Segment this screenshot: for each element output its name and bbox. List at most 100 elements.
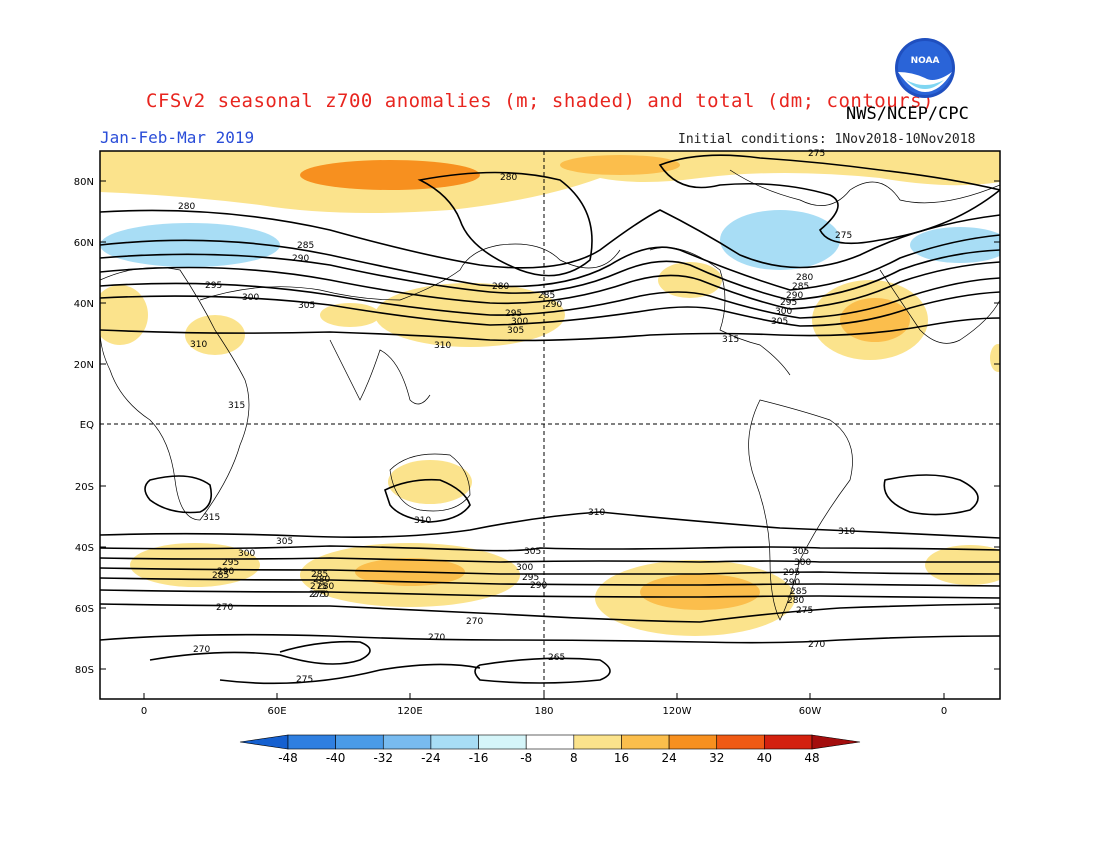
contour-label: 290: [292, 254, 309, 264]
contour-label: 275: [296, 675, 313, 685]
contour-label: 280: [787, 596, 804, 606]
contour-label: 270: [312, 590, 329, 600]
contour-label: 290: [545, 300, 562, 310]
lon-tick-label: 120W: [663, 706, 692, 717]
contour-label: 295: [505, 309, 522, 319]
colorbar-segment: [811, 734, 861, 750]
lat-axis: 80N 60N 40N 20N EQ 20S 40S 60S 80S: [74, 177, 1000, 676]
colorbar-label: 32: [709, 751, 724, 765]
contour-label: 290: [783, 578, 800, 588]
contour-label: 275: [309, 590, 326, 600]
contour-label: 275: [796, 606, 813, 616]
colorbar-segment: [525, 734, 575, 750]
colorbar-segment: [573, 734, 622, 750]
colorbar-label: 8: [570, 751, 578, 765]
contour-label: 305: [298, 301, 315, 311]
colorbar-label: -24: [421, 751, 441, 765]
contour-label: 295: [222, 558, 239, 568]
contour-label: 285: [790, 587, 807, 597]
contour-label: 280: [313, 575, 330, 585]
contour-label: 315: [203, 513, 220, 523]
lat-tick-label: 80N: [74, 177, 94, 188]
noaa-logo-text: NOAA: [911, 56, 940, 66]
initial-conditions: Initial conditions: 1Nov2018-10Nov2018: [678, 132, 976, 147]
contour-label: 270: [428, 633, 445, 643]
contour-label: 280: [178, 202, 195, 212]
contour-label: 285: [311, 570, 328, 580]
contour-label: 300: [775, 307, 792, 317]
contour-label: 290: [786, 291, 803, 301]
anomaly-shading: [100, 151, 1000, 636]
contour-label: 315: [228, 401, 245, 411]
lon-tick-label: 0: [941, 706, 947, 717]
contour-label: 295: [780, 298, 797, 308]
agency-label: NWS/NCEP/CPC: [846, 104, 969, 124]
contour-label: 310: [588, 508, 605, 518]
contour-label: 300: [238, 549, 255, 559]
colorbar: -48 -40 -32 -24 -16 -8 8 16 24 32 40 48: [239, 734, 861, 765]
coastlines: [100, 169, 1000, 621]
contour-label: 285: [538, 291, 555, 301]
contour-label: 305: [276, 537, 293, 547]
colorbar-segment: [335, 734, 384, 750]
lat-tick-label: 60N: [74, 238, 94, 249]
contour-label: 300: [516, 563, 533, 573]
colorbar-segment: [239, 734, 289, 750]
contour-label: 310: [414, 516, 431, 526]
contour-label: 275: [310, 582, 327, 592]
lon-tick-label: 180: [534, 706, 553, 717]
contour-label: 310: [190, 340, 207, 350]
contour-label: 290: [217, 567, 234, 577]
colorbar-label: -40: [326, 751, 346, 765]
chart-title: CFSv2 seasonal z700 anomalies (m; shaded…: [146, 90, 934, 112]
lat-tick-label: 20N: [74, 360, 94, 371]
contour-label: 305: [507, 326, 524, 336]
colorbar-segment: [382, 734, 432, 750]
colorbar-segment: [668, 734, 718, 750]
lat-tick-label: EQ: [80, 420, 94, 431]
colorbar-label: -48: [278, 751, 298, 765]
contour-labels: 275 280 280 275 280 285 290 295 300 305 …: [178, 149, 855, 685]
contour-label: 270: [808, 640, 825, 650]
colorbar-label: 48: [804, 751, 819, 765]
contour-label: 280: [796, 273, 813, 283]
lon-tick-label: 60W: [799, 706, 822, 717]
height-contours: [100, 154, 1000, 685]
colorbar-segment: [716, 734, 765, 750]
contour-label: 280: [500, 173, 517, 183]
contour-label: 275: [808, 149, 825, 159]
map-frame: [99, 150, 1001, 700]
colorbar-label: -16: [469, 751, 489, 765]
colorbar-label: -8: [520, 751, 532, 765]
contour-label: 305: [771, 317, 788, 327]
lat-tick-label: 40S: [75, 543, 94, 554]
contour-label: 300: [511, 317, 528, 327]
contour-label: 295: [522, 573, 539, 583]
colorbar-segment: [621, 734, 670, 750]
contour-label: 290: [530, 581, 547, 591]
forecast-period: Jan-Feb-Mar 2019: [100, 128, 255, 147]
lon-tick-label: 120E: [397, 706, 422, 717]
contour-label: 285: [212, 571, 229, 581]
colorbar-label: 40: [757, 751, 772, 765]
lat-tick-label: 40N: [74, 299, 94, 310]
contour-label: 280: [492, 282, 509, 292]
colorbar-segment: [430, 734, 479, 750]
lon-tick-label: 0: [141, 706, 147, 717]
contour-label: 315: [722, 335, 739, 345]
colorbar-segment: [764, 734, 813, 750]
contour-label: 265: [548, 653, 565, 663]
contour-label: 305: [792, 547, 809, 557]
colorbar-segment: [287, 734, 336, 750]
contour-label: 270: [193, 645, 210, 655]
lon-tick-label: 60E: [267, 706, 286, 717]
contour-label: 310: [838, 527, 855, 537]
lat-tick-label: 60S: [75, 604, 94, 615]
contour-label: 285: [792, 282, 809, 292]
contour-label: 300: [242, 293, 259, 303]
contour-label: 270: [216, 603, 233, 613]
contour-label: 280: [317, 582, 334, 592]
contour-label: 285: [297, 241, 314, 251]
contour-label: 275: [835, 231, 852, 241]
